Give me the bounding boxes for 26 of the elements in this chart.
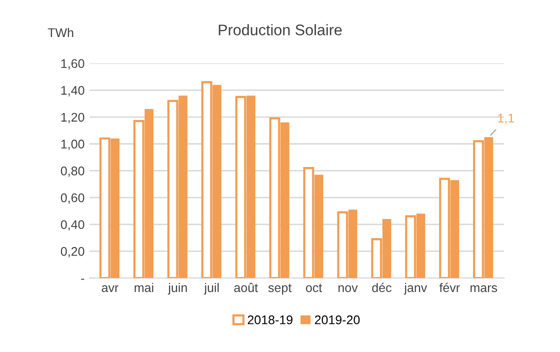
x-tick-label: nov [338,285,358,292]
x-tick-label: avr [102,285,118,292]
chart-title: Production Solaire [218,24,342,36]
x-tick-label: mars [470,285,498,292]
annotation: 1,1 [498,114,514,124]
y-tick-label: 1,00 [61,140,84,150]
x-tick-label: sept [268,284,292,295]
y-tick-label: 0,80 [60,166,84,177]
legend-label: 2018-19 [248,315,292,324]
x-tick-label: août [234,282,258,292]
x-tick-label: déc [372,282,392,292]
y-axis-title: TWh [48,28,74,37]
y-tick-label: 1,40 [61,86,84,96]
x-tick-label: oct [306,284,322,292]
x-tick-label: juil [204,282,219,295]
y-tick-label: 0,20 [60,247,84,258]
x-tick-label: mai [134,282,154,292]
y-tick-label: 0,60 [60,193,84,204]
y-tick-label: 1,60 [61,59,84,70]
x-tick-label: janv [404,282,428,295]
y-tick-label: - [81,278,84,280]
y-tick-label: 0,40 [60,220,84,231]
x-tick-label: févr [439,282,460,292]
legend-label: 2019-20 [314,315,360,324]
x-tick-label: juin [168,282,187,295]
y-tick-label: 1,20 [61,112,84,124]
